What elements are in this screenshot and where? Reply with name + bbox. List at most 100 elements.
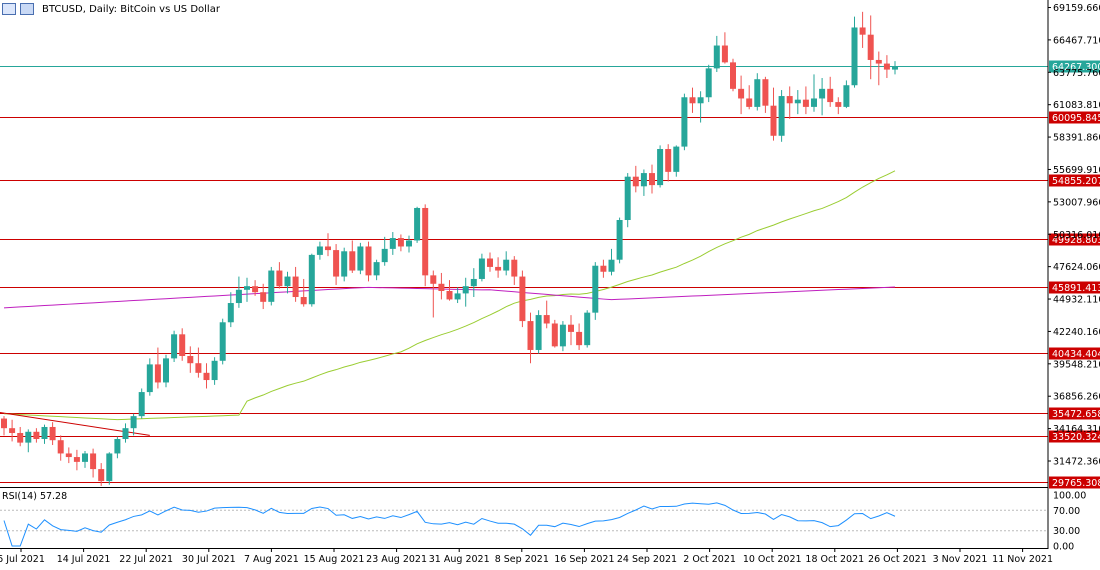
candle-body (689, 97, 696, 104)
candle-body (187, 355, 194, 364)
candle-body (519, 276, 526, 322)
candle-body (649, 173, 655, 186)
candle-body (681, 97, 688, 147)
candle-body (875, 59, 882, 64)
candle-body (454, 293, 461, 300)
time-tick-label: 10 Oct 2021 (743, 554, 802, 565)
time-tick-label: 8 Sep 2021 (495, 554, 549, 565)
candle-body (551, 323, 558, 347)
candle-body (778, 96, 785, 136)
candle-body (786, 96, 793, 104)
candle-body (568, 324, 574, 332)
chart-grid-icon[interactable] (20, 3, 34, 15)
candle-body (163, 358, 169, 383)
candle-body (57, 440, 64, 454)
candle-body (365, 246, 372, 276)
candle-body (195, 363, 202, 373)
level-label: 40434.404 (1052, 349, 1100, 360)
candle-body (65, 453, 72, 458)
level-label-bg (1049, 430, 1100, 443)
candle-body (179, 334, 186, 356)
rsi-panel: RSI(14) 57.28 100.00 70.00 30.00 0.00 (0, 491, 1086, 553)
candle-body (381, 248, 388, 263)
level-label: 45891.413 (1052, 283, 1100, 294)
time-tick-label: 15 Aug 2021 (304, 554, 365, 565)
candle-body (487, 258, 493, 267)
candle-body (713, 45, 720, 69)
price-tick-label: 42240.160 (1053, 327, 1100, 338)
candle-body (349, 251, 356, 271)
candle-body (1, 418, 7, 429)
candle-body (138, 392, 145, 417)
candle-body (130, 416, 137, 429)
chart-title-bar: BTCUSD, Daily: BitCoin vs US Dollar (0, 0, 220, 18)
candle-body (802, 99, 809, 107)
candle-body (721, 45, 728, 63)
candle-body (17, 432, 24, 443)
rsi-tick-label: 30.00 (1053, 526, 1080, 537)
chart-window-icon[interactable] (2, 3, 16, 15)
candle-body (82, 453, 88, 462)
candle-body (106, 453, 113, 482)
level-label: 33520.324 (1052, 432, 1100, 443)
candle-body (843, 85, 850, 107)
candle-body (478, 258, 485, 279)
price-tick-label: 36856.260 (1053, 392, 1100, 403)
time-tick-label: 30 Jul 2021 (182, 554, 236, 565)
time-tick-label: 11 Nov 2021 (992, 554, 1053, 565)
candle-body (41, 426, 48, 440)
candle-body (559, 324, 566, 347)
candle-body (673, 146, 680, 172)
candle-body (892, 66, 898, 70)
candle-body (867, 34, 874, 60)
candle-body (33, 431, 40, 440)
candle-body (90, 453, 97, 470)
candle-body (268, 270, 275, 302)
candle-body (373, 262, 380, 276)
time-tick-label: 7 Aug 2021 (244, 554, 299, 565)
candle-body (333, 250, 340, 277)
candles (1, 11, 898, 486)
candle-body (730, 62, 736, 89)
level-label: 29765.308 (1052, 478, 1100, 489)
time-tick-label: 2 Oct 2021 (683, 554, 736, 565)
price-tick-label: 55699.910 (1053, 165, 1100, 176)
level-label-bg (1049, 407, 1100, 420)
candle-body (503, 259, 510, 271)
candle-body (397, 238, 404, 247)
candle-body (292, 276, 299, 298)
candle-body (357, 246, 364, 271)
candle-body (624, 176, 631, 221)
candle-body (244, 286, 250, 290)
price-tick-label: 63775.760 (1053, 68, 1100, 79)
price-tick-label: 50316.010 (1053, 230, 1100, 241)
candle-body (608, 259, 615, 272)
candle-body (438, 283, 445, 291)
candle-body (827, 88, 834, 103)
candle-body (600, 265, 607, 272)
time-tick-label: 14 Jul 2021 (57, 554, 111, 565)
candle-body (535, 315, 542, 350)
time-tick-label: 16 Sep 2021 (554, 554, 614, 565)
candle-body (316, 246, 323, 255)
candle-body (584, 312, 591, 346)
level-label-bg (1049, 476, 1100, 489)
candle-body (414, 207, 421, 241)
candle-body (171, 334, 178, 359)
candle-body (859, 27, 866, 35)
level-label-bg (1049, 281, 1100, 294)
rsi-label: RSI(14) 57.28 (2, 491, 67, 502)
rsi-tick-label: 0.00 (1053, 542, 1074, 553)
price-tick-label: 31472.360 (1053, 457, 1100, 468)
candle-body (300, 297, 307, 305)
level-label: 49928.803 (1052, 235, 1100, 246)
candle-body (705, 68, 712, 98)
candle-body (543, 315, 550, 324)
rsi-tick-label: 100.00 (1053, 491, 1086, 502)
candle-body (470, 278, 477, 287)
candle-body (738, 88, 745, 99)
candle-body (697, 97, 704, 104)
candle-body (640, 173, 647, 187)
